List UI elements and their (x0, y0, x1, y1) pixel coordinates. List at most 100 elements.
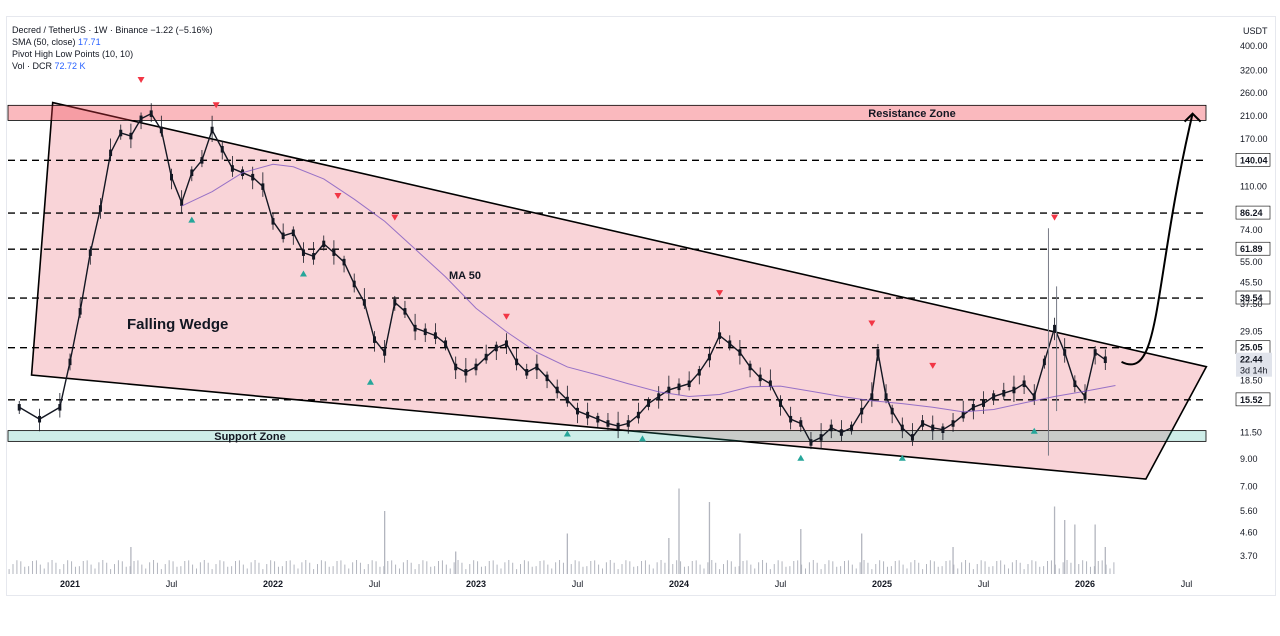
pivot-low-marker (188, 216, 196, 223)
legend-pivot-row[interactable]: Pivot High Low Points (10, 10) (12, 48, 212, 60)
pivot-high-marker (137, 77, 145, 84)
candle-body (322, 240, 326, 248)
y-tick-label: 86.24 (1240, 208, 1263, 218)
candle-body (403, 308, 407, 315)
candle-body (464, 369, 468, 376)
x-tick-label: 2021 (60, 579, 80, 589)
candle-body (850, 424, 854, 432)
candle-body (484, 353, 488, 361)
candle-body (890, 407, 894, 415)
projection-arrow (1121, 112, 1202, 366)
candle-body (129, 132, 133, 140)
candle-body (220, 146, 224, 153)
candle-body (170, 173, 173, 181)
candle-body (200, 157, 204, 164)
candle-body (1073, 380, 1077, 388)
pivot-high-marker (929, 362, 937, 369)
candle-body (576, 407, 579, 415)
resistance-zone-label: Resistance Zone (868, 108, 955, 120)
candle-body (768, 380, 772, 388)
chart-frame (6, 16, 1276, 596)
candle-body (180, 199, 184, 206)
sma-value: 17.71 (78, 37, 101, 47)
candle-body (697, 369, 701, 376)
candle-body (565, 396, 569, 404)
candle-body (413, 324, 417, 332)
candle-body (78, 308, 82, 315)
ma50-series (181, 163, 1116, 413)
candle-body (98, 205, 102, 212)
y-tick-label: 400.00 (1240, 41, 1268, 51)
y-tick-label: 74.00 (1240, 225, 1263, 235)
x-tick-label: 2024 (669, 579, 689, 589)
x-tick-label: Jul (978, 579, 990, 589)
candle-body (992, 393, 996, 400)
candle-body (647, 400, 651, 407)
candle-body (876, 349, 880, 356)
x-tick-label: Jul (166, 579, 178, 589)
countdown-label: 3d 14h (1240, 366, 1268, 376)
candle-body (301, 249, 305, 256)
resistance-zone (7, 104, 1207, 121)
candle-body (657, 393, 661, 400)
candle-body (718, 332, 722, 339)
legend-symbol-row[interactable]: Decred / TetherUS · 1W · Binance −1.22 (… (12, 24, 212, 36)
candle-body (281, 232, 285, 240)
x-tick-label: Jul (1181, 579, 1193, 589)
volume-bars (8, 488, 1115, 574)
falling-wedge-label: Falling Wedge (127, 316, 228, 333)
level-price-box (1235, 392, 1271, 407)
y-tick-label: 61.89 (1240, 244, 1263, 254)
candle-body (738, 349, 742, 356)
candle-body (900, 424, 904, 432)
candle-body (139, 115, 143, 123)
candle-body (586, 411, 590, 419)
legend-volume-row[interactable]: Vol · DCR 72.72 K (12, 60, 212, 72)
candle-body (504, 340, 508, 347)
candle-body (884, 393, 888, 400)
pivot-low-marker (1030, 427, 1038, 434)
candle-body (230, 165, 234, 172)
candle-body (789, 415, 793, 423)
ma50-label: MA 50 (449, 270, 481, 282)
candle-body (68, 358, 72, 366)
currency-label: USDT (1243, 26, 1268, 36)
candle-body (535, 363, 539, 371)
candle-body (261, 183, 265, 190)
x-tick-label: 2026 (1075, 579, 1095, 589)
y-tick-label: 25.05 (1240, 343, 1263, 353)
x-tick-label: Jul (369, 579, 381, 589)
y-tick-label: 29.05 (1240, 327, 1263, 337)
support-zone (7, 430, 1207, 442)
projection-curve (1121, 113, 1194, 366)
candle-body (373, 336, 376, 343)
candle-body (707, 353, 711, 361)
chart-legend: Decred / TetherUS · 1W · Binance −1.22 (… (12, 24, 212, 72)
candle-body (1063, 349, 1067, 356)
x-axis: 2021 Jul 2022 Jul 2023 Jul 2024 Jul 2025 Jul 2026 J… (60, 579, 1192, 589)
candle-body (555, 386, 559, 394)
y-tick-label: 7.00 (1240, 482, 1258, 492)
candle-body (159, 126, 163, 134)
candle-body (626, 420, 630, 427)
candle-body (352, 280, 356, 288)
x-tick-label: 2023 (466, 579, 486, 589)
vol-label: Vol · DCR (12, 61, 53, 71)
candle-body (1053, 324, 1057, 332)
candle-body (677, 383, 681, 391)
legend-sma-row[interactable]: SMA (50, close) 17.71 (12, 36, 212, 48)
candle-body (809, 439, 813, 446)
wedge-polygon (30, 101, 1208, 480)
last-price-box (1236, 352, 1272, 377)
y-tick-label: 320.00 (1240, 65, 1268, 75)
candle-body (1093, 349, 1097, 356)
y-tick-label: 11.50 (1240, 428, 1262, 438)
level-price-box (1235, 241, 1271, 256)
candle-body (1042, 358, 1046, 366)
candle-body (88, 249, 92, 256)
candle-body (1083, 393, 1087, 400)
candle-body (474, 363, 478, 371)
candle-body (667, 386, 671, 394)
symbol-line: Decred / TetherUS · 1W · Binance (12, 25, 148, 35)
